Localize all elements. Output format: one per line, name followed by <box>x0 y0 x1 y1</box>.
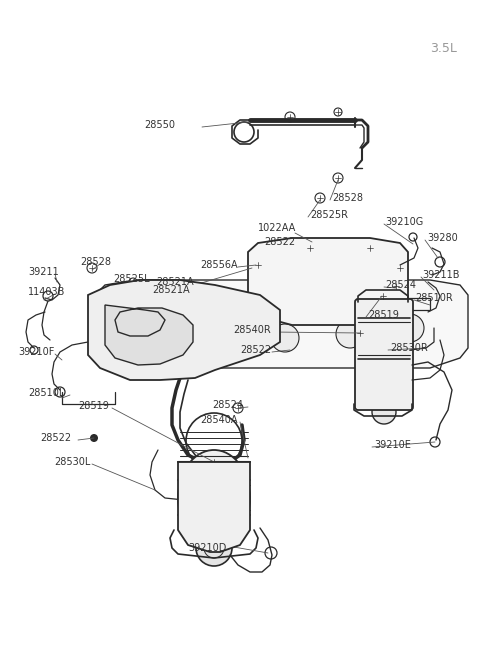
Circle shape <box>333 173 343 183</box>
Text: 28530L: 28530L <box>54 457 90 467</box>
Circle shape <box>260 252 276 268</box>
Text: 39280: 39280 <box>427 233 458 243</box>
Text: 39210E: 39210E <box>374 440 411 450</box>
Text: 28522: 28522 <box>240 345 271 355</box>
Polygon shape <box>105 305 193 365</box>
Circle shape <box>334 108 342 116</box>
Circle shape <box>271 324 299 352</box>
Text: 1022AA: 1022AA <box>258 223 296 233</box>
Text: 28525L: 28525L <box>113 274 150 284</box>
Text: 28510L: 28510L <box>28 388 64 398</box>
Circle shape <box>254 261 262 269</box>
Circle shape <box>366 244 374 252</box>
Text: 11403B: 11403B <box>28 287 65 297</box>
Circle shape <box>90 434 98 442</box>
Circle shape <box>396 264 404 272</box>
Text: 39210D: 39210D <box>188 543 227 553</box>
Circle shape <box>322 260 358 296</box>
Text: 28510R: 28510R <box>415 293 453 303</box>
Circle shape <box>378 291 388 301</box>
Circle shape <box>430 437 440 447</box>
Polygon shape <box>95 280 468 368</box>
Text: 39210F: 39210F <box>18 347 54 357</box>
Circle shape <box>287 247 303 263</box>
Circle shape <box>146 314 174 342</box>
Text: 28522: 28522 <box>40 433 71 443</box>
Circle shape <box>284 346 292 354</box>
Circle shape <box>129 278 137 286</box>
Text: 28524: 28524 <box>385 280 416 290</box>
Circle shape <box>310 244 326 260</box>
Circle shape <box>435 332 445 342</box>
Circle shape <box>306 244 314 252</box>
Circle shape <box>431 306 439 314</box>
Circle shape <box>87 263 97 273</box>
Text: 39211: 39211 <box>28 267 59 277</box>
Ellipse shape <box>178 450 250 546</box>
Polygon shape <box>178 462 250 552</box>
Polygon shape <box>248 238 408 325</box>
Text: 28525R: 28525R <box>310 210 348 220</box>
Text: 28528: 28528 <box>332 193 363 203</box>
Text: 28524: 28524 <box>212 400 243 410</box>
Polygon shape <box>88 280 280 380</box>
Text: 28556A: 28556A <box>200 260 238 270</box>
Text: 39211B: 39211B <box>422 270 459 280</box>
Circle shape <box>212 307 248 343</box>
Text: 28519: 28519 <box>368 310 399 320</box>
Circle shape <box>209 457 219 467</box>
Text: 28540R: 28540R <box>233 325 271 335</box>
Circle shape <box>409 233 417 241</box>
FancyBboxPatch shape <box>355 299 413 410</box>
Text: 28550: 28550 <box>144 120 175 130</box>
Circle shape <box>55 387 65 397</box>
Circle shape <box>429 321 439 331</box>
Circle shape <box>206 320 234 348</box>
Text: 28519: 28519 <box>78 401 109 411</box>
Text: 28530R: 28530R <box>390 343 428 353</box>
Circle shape <box>315 193 325 203</box>
Text: 28522: 28522 <box>264 237 295 247</box>
Text: 28540A: 28540A <box>200 415 238 425</box>
Circle shape <box>30 346 38 354</box>
Circle shape <box>233 403 243 413</box>
Circle shape <box>356 329 364 337</box>
Circle shape <box>196 530 232 566</box>
Circle shape <box>372 400 396 424</box>
Circle shape <box>265 547 277 559</box>
Text: 3.5L: 3.5L <box>430 42 457 55</box>
Circle shape <box>336 320 364 348</box>
Text: 28521A: 28521A <box>152 285 190 295</box>
Circle shape <box>396 314 424 342</box>
Circle shape <box>285 112 295 122</box>
Text: 28528: 28528 <box>80 257 111 267</box>
Circle shape <box>435 257 445 267</box>
Circle shape <box>392 282 400 290</box>
Text: 39210G: 39210G <box>385 217 423 227</box>
Text: 28521A: 28521A <box>156 277 194 287</box>
Circle shape <box>43 291 53 301</box>
